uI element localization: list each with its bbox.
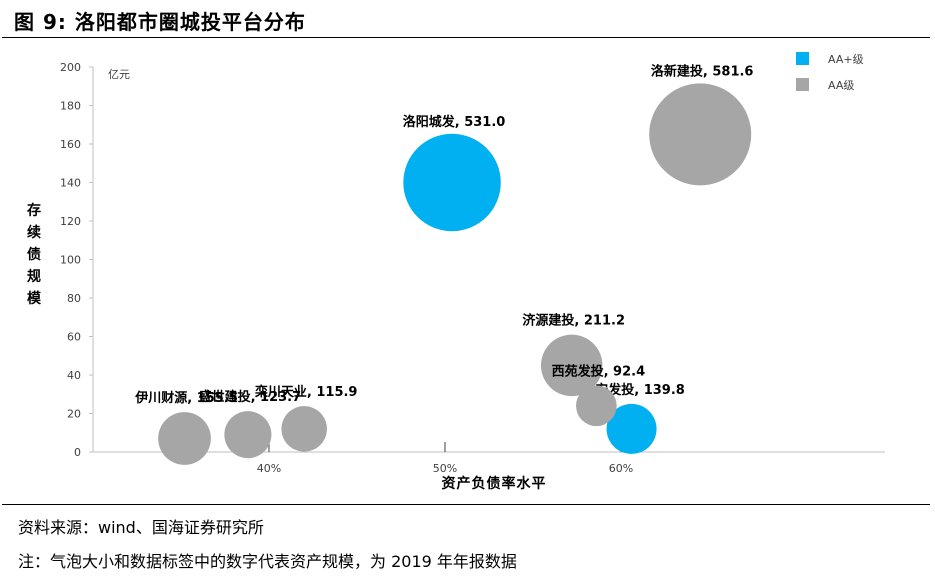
bubble-label: 西苑发投, 92.4 bbox=[552, 363, 646, 379]
x-tick-label: 40% bbox=[257, 462, 281, 475]
bubble-label: 栾川天业, 115.9 bbox=[254, 384, 358, 400]
y-tick-label: 40 bbox=[67, 369, 81, 382]
legend-swatch bbox=[796, 52, 809, 65]
bubble-济源建投 bbox=[540, 334, 603, 397]
y-tick-label: 20 bbox=[67, 408, 81, 421]
title-rule bbox=[2, 37, 930, 38]
bubble-label: 济源建投, 211.2 bbox=[522, 313, 625, 329]
y-tick-label: 200 bbox=[60, 61, 81, 74]
legend-label: AA级 bbox=[828, 79, 854, 92]
x-tick-label: 50% bbox=[433, 462, 457, 475]
bubble-label: 盛世建投, 123.7 bbox=[199, 389, 302, 405]
bubble-新安发投 bbox=[606, 403, 657, 454]
x-tick-label: 60% bbox=[609, 462, 633, 475]
figure-title: 图 9: 洛阳都市圈城投平台分布 bbox=[14, 10, 306, 34]
y-tick-label: 180 bbox=[60, 100, 81, 113]
y-axis-title: 存续债规模 bbox=[27, 202, 42, 307]
y-tick-label: 100 bbox=[60, 254, 81, 267]
y-tick-label: 160 bbox=[60, 138, 81, 151]
y-tick-label: 140 bbox=[60, 177, 81, 190]
footer-rule bbox=[2, 504, 930, 505]
legend-swatch bbox=[796, 78, 809, 91]
bubble-盛世建投 bbox=[224, 411, 272, 459]
bubble-label: 伊川财源, 155.5 bbox=[134, 390, 238, 406]
bubble-label: 洛阳城发, 531.0 bbox=[403, 114, 506, 130]
bubble-西苑发投 bbox=[576, 385, 617, 427]
y-tick-label: 0 bbox=[74, 446, 81, 459]
x-axis-title: 资产负债率水平 bbox=[442, 475, 547, 492]
y-tick-label: 120 bbox=[60, 215, 81, 228]
y-tick-label: 60 bbox=[67, 331, 81, 344]
source-note: 资料来源：wind、国海证券研究所 bbox=[18, 518, 264, 537]
bubble-洛阳城发 bbox=[403, 133, 501, 232]
y-tick-label: 80 bbox=[67, 292, 81, 305]
y-unit-label: 亿元 bbox=[108, 68, 130, 81]
bubble-chart: 0 20 40 60 80 100 120 140 160 180 200 40% 50% 60% 亿元存续… bbox=[27, 52, 885, 492]
bubble-洛新建投 bbox=[649, 83, 752, 186]
legend-label: AA+级 bbox=[828, 53, 864, 66]
bubble-栾川天业 bbox=[281, 406, 327, 452]
bubble-伊川财源 bbox=[158, 412, 211, 465]
size-note: 注：气泡大小和数据标签中的数字代表资产规模，为 2019 年年报数据 bbox=[18, 552, 517, 571]
bubble-label: 洛新建投, 581.6 bbox=[651, 63, 754, 79]
